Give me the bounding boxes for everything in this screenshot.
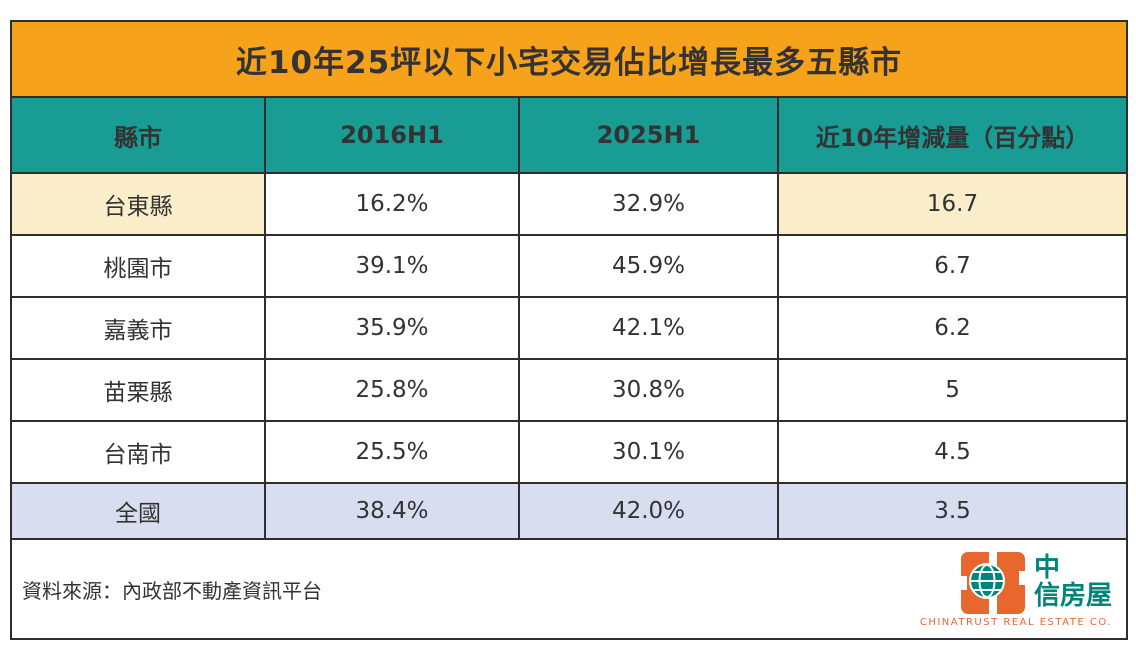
cell-county: 桃園市 — [10, 234, 266, 298]
cell-delta: 6.7 — [776, 234, 1129, 298]
logo-text-line1: 中 — [1034, 553, 1061, 584]
cell-delta: 16.7 — [776, 172, 1129, 236]
cell-delta: 3.5 — [776, 482, 1129, 540]
table-row-chiayi: 嘉義市 35.9% 42.1% 6.2 — [10, 296, 1129, 360]
cell-2016h1: 35.9% — [264, 296, 520, 360]
table-row-miaoli: 苗栗縣 25.8% 30.8% 5 — [10, 358, 1129, 422]
header-row: 縣市 2016H1 2025H1 近10年增減量（百分點） — [10, 96, 1129, 174]
cell-county: 全國 — [10, 482, 266, 540]
cell-2016h1: 38.4% — [264, 482, 520, 540]
footer-row: 資料來源：內政部不動產資訊平台 — [9, 538, 1129, 640]
logo-cjk-text: 中 信房屋 — [1034, 553, 1113, 611]
cell-2025h1: 42.1% — [518, 296, 779, 360]
logo-caption: CHINATRUST REAL ESTATE CO. — [919, 616, 1113, 628]
title-row: 近10年25坪以下小宅交易佔比增長最多五縣市 — [9, 20, 1129, 98]
cell-delta: 5 — [776, 358, 1129, 422]
cell-delta: 4.5 — [776, 420, 1129, 484]
cell-2025h1: 45.9% — [518, 234, 779, 298]
cell-county: 嘉義市 — [10, 296, 266, 360]
cell-2016h1: 25.8% — [264, 358, 520, 422]
cell-county: 台南市 — [10, 420, 266, 484]
col-header-delta: 近10年增減量（百分點） — [776, 96, 1129, 174]
logo-text-line2: 信房屋 — [1034, 580, 1113, 611]
cell-delta: 6.2 — [776, 296, 1129, 360]
cell-2025h1: 32.9% — [518, 172, 779, 236]
cell-2016h1: 39.1% — [264, 234, 520, 298]
col-header-county: 縣市 — [10, 96, 266, 174]
col-header-2016h1: 2016H1 — [264, 96, 520, 174]
data-source-text: 資料來源：內政部不動產資訊平台 — [22, 578, 322, 603]
table-row-taoyuan: 桃園市 39.1% 45.9% 6.7 — [10, 234, 1129, 298]
table-row-taitung: 台東縣 16.2% 32.9% 16.7 — [10, 172, 1129, 236]
cell-2016h1: 16.2% — [264, 172, 520, 236]
small-home-transaction-table: 近10年25坪以下小宅交易佔比增長最多五縣市 縣市 2016H1 2025H1 … — [9, 20, 1129, 640]
chinatrust-real-estate-logo: 中 信房屋 CHINATRUST REAL ESTATE CO. — [920, 551, 1118, 628]
chinatrust-logo-icon — [960, 551, 1026, 615]
cell-2025h1: 30.1% — [518, 420, 779, 484]
col-header-2025h1: 2025H1 — [518, 96, 779, 174]
table-title: 近10年25坪以下小宅交易佔比增長最多五縣市 — [9, 20, 1129, 98]
cell-2025h1: 30.8% — [518, 358, 779, 422]
table-row-national: 全國 38.4% 42.0% 3.5 — [10, 482, 1129, 540]
cell-2016h1: 25.5% — [264, 420, 520, 484]
cell-2025h1: 42.0% — [518, 482, 779, 540]
cell-county: 台東縣 — [10, 172, 266, 236]
cell-county: 苗栗縣 — [10, 358, 266, 422]
table-row-tainan: 台南市 25.5% 30.1% 4.5 — [10, 420, 1129, 484]
